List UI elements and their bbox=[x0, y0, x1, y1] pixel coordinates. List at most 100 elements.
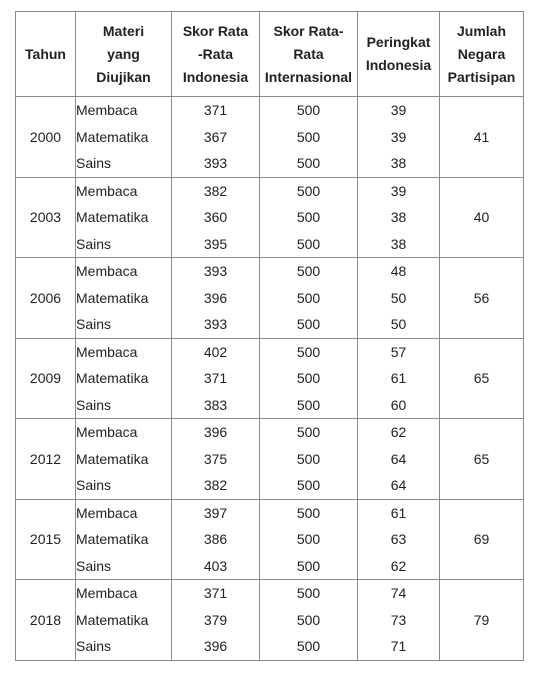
header-subject-line: yang bbox=[107, 45, 140, 62]
subject-label: Membaca bbox=[76, 263, 138, 279]
subject-label: Membaca bbox=[76, 504, 138, 521]
international-score: 500 bbox=[296, 370, 321, 386]
subject-label: Membaca bbox=[76, 585, 138, 601]
international-score: 500 bbox=[296, 477, 321, 493]
international-score-cell: 500 500 500 bbox=[259, 257, 358, 339]
indonesia-score: 382 bbox=[203, 182, 228, 199]
table-header: Tahun Materi yang Diujikan Skor Rata -Ra… bbox=[15, 11, 524, 97]
indonesia-score: 393 bbox=[203, 155, 228, 171]
rank-cell: 57 61 60 bbox=[357, 337, 440, 419]
rank-value: 38 bbox=[390, 209, 407, 225]
subject-label: Matematika bbox=[76, 531, 149, 547]
countries-cell: 65 bbox=[439, 418, 524, 500]
table-body: 2000 Membaca Matematika Sains 371 367 39… bbox=[15, 96, 524, 661]
rank-value: 39 bbox=[390, 128, 407, 145]
international-score-cell: 500 500 500 bbox=[259, 498, 358, 580]
subject-label: Sains bbox=[76, 155, 112, 171]
international-score: 500 bbox=[296, 557, 321, 574]
indonesia-score: 397 bbox=[203, 504, 228, 521]
indonesia-score: 396 bbox=[203, 424, 228, 440]
countries-cell: 79 bbox=[439, 579, 524, 661]
indonesia-score-cell: 397 386 403 bbox=[171, 498, 260, 580]
header-subject-line: Materi bbox=[102, 22, 145, 39]
header-countries-line: Partisipan bbox=[447, 68, 516, 85]
header-rank-line: Indonesia bbox=[365, 57, 432, 73]
indonesia-score: 382 bbox=[203, 477, 228, 493]
subject-label: Sains bbox=[76, 638, 112, 654]
header-indonesia-line: -Rata bbox=[197, 45, 233, 62]
subject-label: Sains bbox=[76, 396, 112, 413]
subject-label: Matematika bbox=[76, 128, 149, 145]
indonesia-score-cell: 371 367 393 bbox=[171, 96, 260, 178]
header-international-line: Internasional bbox=[264, 68, 353, 85]
international-score: 500 bbox=[296, 585, 321, 601]
international-score: 500 bbox=[296, 396, 321, 413]
year-cell: 2006 bbox=[15, 257, 76, 339]
rank-value: 71 bbox=[390, 638, 407, 654]
rank-value: 64 bbox=[390, 477, 407, 493]
header-international-line: Skor Rata- bbox=[273, 22, 344, 39]
pisa-results-table: Tahun Materi yang Diujikan Skor Rata -Ra… bbox=[15, 11, 524, 661]
subject-label: Membaca bbox=[76, 182, 138, 199]
international-score-cell: 500 500 500 bbox=[259, 418, 358, 500]
international-score: 500 bbox=[296, 504, 321, 521]
header-countries-line: Jumlah bbox=[456, 22, 506, 39]
table-row: 2003 Membaca Matematika Sains 382 360 39… bbox=[15, 176, 524, 258]
header-subject: Materi yang Diujikan bbox=[75, 11, 172, 97]
rank-value: 61 bbox=[390, 504, 407, 521]
international-score: 500 bbox=[296, 611, 321, 628]
international-score: 500 bbox=[296, 343, 321, 360]
indonesia-score-cell: 396 375 382 bbox=[171, 418, 260, 500]
international-score: 500 bbox=[296, 155, 321, 171]
rank-value: 62 bbox=[390, 557, 407, 574]
header-rank-line: Peringkat bbox=[366, 34, 431, 50]
countries-cell: 41 bbox=[439, 96, 524, 178]
subjects-cell: Membaca Matematika Sains bbox=[75, 257, 172, 339]
indonesia-score-cell: 402 371 383 bbox=[171, 337, 260, 419]
indonesia-score-cell: 393 396 393 bbox=[171, 257, 260, 339]
year-cell: 2015 bbox=[15, 498, 76, 580]
header-countries-line: Negara bbox=[457, 45, 506, 62]
indonesia-score: 402 bbox=[203, 343, 228, 360]
indonesia-score: 371 bbox=[203, 102, 228, 118]
international-score-cell: 500 500 500 bbox=[259, 337, 358, 419]
indonesia-score: 371 bbox=[203, 370, 228, 386]
subjects-cell: Membaca Matematika Sains bbox=[75, 176, 172, 258]
subject-label: Sains bbox=[76, 557, 112, 574]
indonesia-score: 386 bbox=[203, 531, 228, 547]
year-cell: 2003 bbox=[15, 176, 76, 258]
subject-label: Matematika bbox=[76, 370, 149, 386]
rank-cell: 39 39 38 bbox=[357, 96, 440, 178]
subjects-cell: Membaca Matematika Sains bbox=[75, 579, 172, 661]
year-cell: 2000 bbox=[15, 96, 76, 178]
header-international-score: Skor Rata- Rata Internasional bbox=[259, 11, 358, 97]
rank-value: 60 bbox=[390, 396, 407, 413]
international-score: 500 bbox=[296, 128, 321, 145]
header-rank: Peringkat Indonesia bbox=[357, 11, 440, 97]
rank-cell: 61 63 62 bbox=[357, 498, 440, 580]
rank-value: 48 bbox=[390, 263, 407, 279]
header-year: Tahun bbox=[15, 11, 76, 97]
subjects-cell: Membaca Matematika Sains bbox=[75, 418, 172, 500]
table-row: 2015 Membaca Matematika Sains 397 386 40… bbox=[15, 498, 524, 580]
rank-value: 62 bbox=[390, 424, 407, 440]
table-row: 2012 Membaca Matematika Sains 396 375 38… bbox=[15, 418, 524, 500]
countries-cell: 40 bbox=[439, 176, 524, 258]
international-score-cell: 500 500 500 bbox=[259, 176, 358, 258]
table-row: 2006 Membaca Matematika Sains 393 396 39… bbox=[15, 257, 524, 339]
international-score: 500 bbox=[296, 182, 321, 199]
international-score: 500 bbox=[296, 235, 321, 252]
subject-label: Matematika bbox=[76, 209, 149, 225]
indonesia-score: 360 bbox=[203, 209, 228, 225]
rank-value: 38 bbox=[390, 155, 407, 171]
rank-cell: 62 64 64 bbox=[357, 418, 440, 500]
header-indonesia-line: Skor Rata bbox=[182, 22, 249, 39]
subjects-cell: Membaca Matematika Sains bbox=[75, 498, 172, 580]
rank-cell: 39 38 38 bbox=[357, 176, 440, 258]
indonesia-score: 393 bbox=[203, 316, 228, 332]
year-cell: 2009 bbox=[15, 337, 76, 419]
international-score: 500 bbox=[296, 531, 321, 547]
indonesia-score: 383 bbox=[203, 396, 228, 413]
international-score: 500 bbox=[296, 209, 321, 225]
rank-value: 64 bbox=[390, 450, 407, 467]
